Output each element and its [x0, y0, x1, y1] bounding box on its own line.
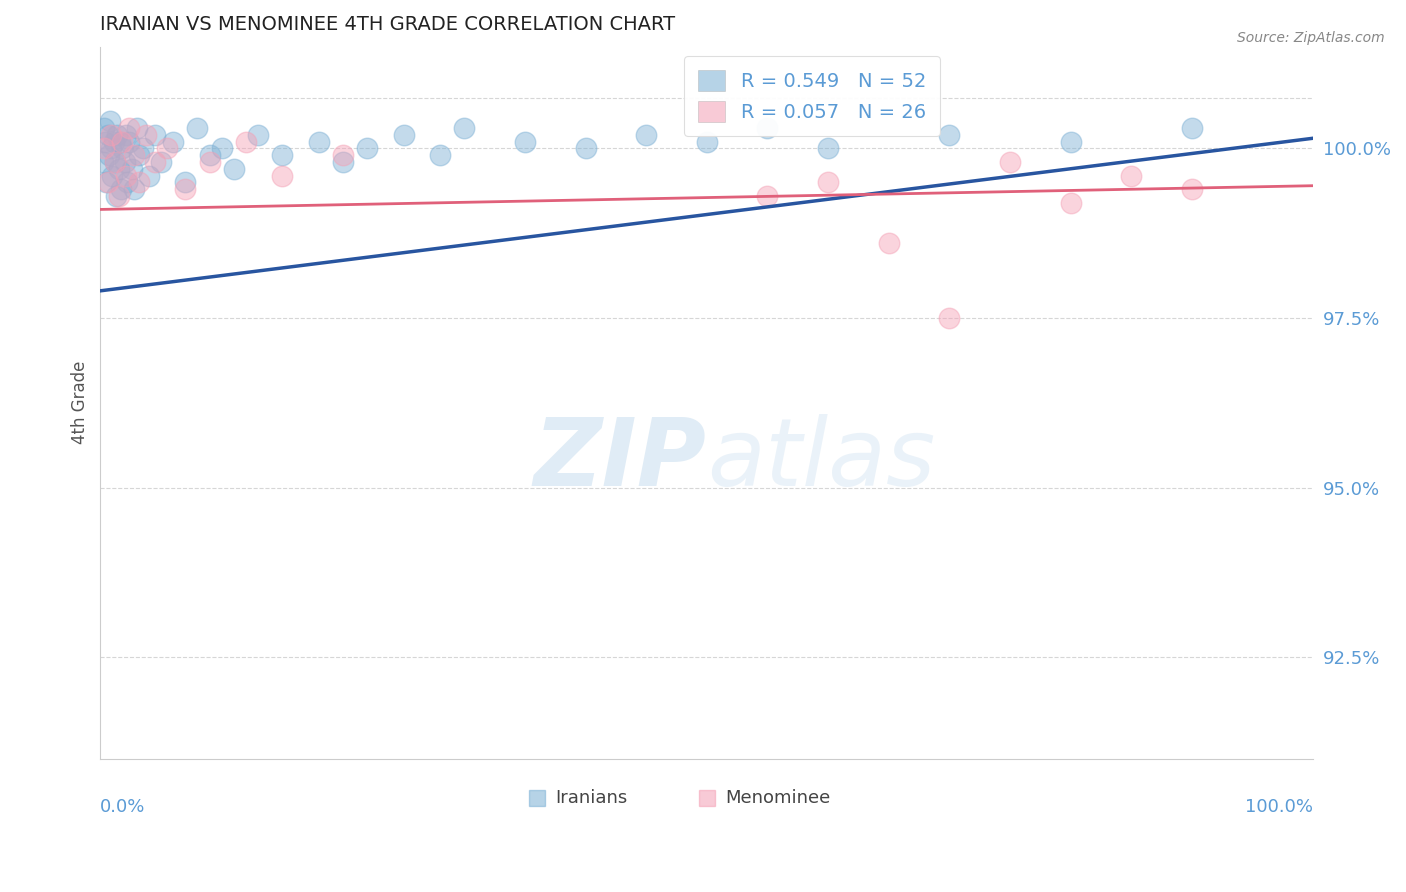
Point: [271, 148, 294, 162]
Point: [125, 121, 148, 136]
Point: [111, 135, 134, 149]
Point: [114, 155, 136, 169]
Point: [998, 155, 1021, 169]
Point: [103, 135, 125, 149]
Point: [91, 155, 114, 169]
Point: [1181, 182, 1204, 196]
Text: Menominee: Menominee: [725, 789, 831, 807]
Text: atlas: atlas: [707, 414, 935, 505]
Point: [135, 128, 157, 142]
Text: IRANIAN VS MENOMINEE 4TH GRADE CORRELATION CHART: IRANIAN VS MENOMINEE 4TH GRADE CORRELATI…: [100, 15, 675, 34]
Point: [162, 135, 184, 149]
Point: [104, 155, 127, 169]
Point: [114, 128, 136, 142]
Point: [1181, 121, 1204, 136]
Point: [93, 121, 115, 136]
Text: ZIP: ZIP: [534, 414, 707, 506]
Point: [138, 169, 160, 183]
Point: [696, 135, 718, 149]
Point: [198, 148, 221, 162]
Point: [124, 148, 146, 162]
Point: [174, 182, 197, 196]
Point: [938, 128, 960, 142]
Point: [143, 128, 166, 142]
Point: [111, 141, 134, 155]
Point: [128, 148, 150, 162]
Point: [101, 169, 124, 183]
Point: [132, 141, 155, 155]
Point: [235, 135, 257, 149]
Point: [392, 128, 415, 142]
Point: [94, 135, 117, 149]
Point: [100, 128, 122, 142]
Point: [156, 141, 179, 155]
Point: [128, 175, 150, 189]
Point: [877, 236, 900, 251]
Point: [332, 155, 354, 169]
Point: [96, 175, 118, 189]
Point: [938, 310, 960, 325]
Point: [429, 148, 451, 162]
Text: 100.0%: 100.0%: [1246, 798, 1313, 816]
Point: [93, 141, 115, 155]
Point: [636, 128, 658, 142]
Point: [817, 175, 839, 189]
Point: [118, 121, 141, 136]
Point: [1060, 135, 1083, 149]
Point: [105, 128, 128, 142]
Point: [211, 141, 233, 155]
Point: [186, 121, 208, 136]
Point: [271, 169, 294, 183]
Point: [98, 114, 121, 128]
Point: [1060, 195, 1083, 210]
Point: [121, 161, 143, 176]
Point: [756, 189, 779, 203]
Point: [198, 155, 221, 169]
Point: [756, 121, 779, 136]
Point: [100, 141, 122, 155]
Text: Iranians: Iranians: [555, 789, 627, 807]
Point: [1121, 169, 1143, 183]
Point: [97, 128, 120, 142]
Point: [108, 135, 131, 149]
Point: [513, 135, 536, 149]
Point: [174, 175, 197, 189]
Point: [574, 141, 596, 155]
Point: [107, 161, 129, 176]
Point: [115, 175, 138, 189]
Point: [308, 135, 330, 149]
Point: [143, 155, 166, 169]
Point: [107, 189, 129, 203]
Point: [453, 121, 475, 136]
Point: [356, 141, 378, 155]
Point: [118, 135, 141, 149]
Text: 0.0%: 0.0%: [100, 798, 146, 816]
Point: [247, 128, 270, 142]
Text: Source: ZipAtlas.com: Source: ZipAtlas.com: [1237, 31, 1385, 45]
Point: [817, 141, 839, 155]
Point: [332, 148, 354, 162]
Point: [124, 182, 146, 196]
Point: [150, 155, 173, 169]
Legend: R = 0.549   N = 52, R = 0.057   N = 26: R = 0.549 N = 52, R = 0.057 N = 26: [685, 56, 939, 136]
Point: [105, 189, 128, 203]
Point: [97, 175, 120, 189]
Point: [114, 169, 136, 183]
Point: [222, 161, 245, 176]
Y-axis label: 4th Grade: 4th Grade: [72, 361, 89, 444]
Point: [104, 155, 127, 169]
Point: [97, 148, 120, 162]
Point: [110, 182, 132, 196]
